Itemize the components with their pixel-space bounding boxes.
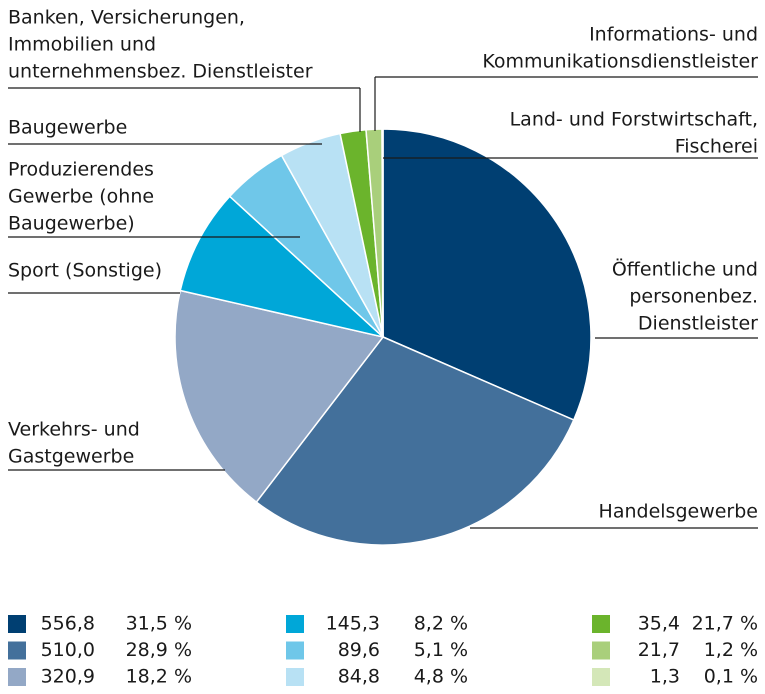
slice-label: Handelsgewerbe <box>599 501 758 523</box>
legend-swatch <box>592 615 610 633</box>
slice-label: Gastgewerbe <box>8 446 134 468</box>
legend-value: 35,4 <box>638 613 680 635</box>
slice-label: Dienstleister <box>638 313 758 335</box>
pie-slice <box>179 195 386 339</box>
pie-slice <box>255 336 575 546</box>
slice-label: Baugewerbe <box>8 117 127 139</box>
slice-label: Kommunikationsdienstleister <box>482 51 758 73</box>
legend-percentage: 18,2 % <box>126 666 192 688</box>
legend-swatch <box>8 615 26 633</box>
legend-swatch <box>592 641 610 660</box>
legend-percentage: 1,2 % <box>704 639 758 661</box>
legend-swatch <box>286 668 304 686</box>
legend-percentage: 0,1 % <box>704 666 758 688</box>
slice-label: Land- und Forstwirtschaft, <box>510 109 758 131</box>
legend-swatch <box>592 668 610 686</box>
slice-label: Immobilien und <box>8 34 156 56</box>
slice-label: Sport (Sonstige) <box>8 260 162 282</box>
legend-value: 556,8 <box>41 613 95 635</box>
slice-label: Verkehrs- und <box>8 419 140 441</box>
slice-label: Gewerbe (ohne <box>8 186 154 208</box>
legend-value: 510,0 <box>41 639 95 661</box>
legend-swatch <box>8 668 26 686</box>
legend-percentage: 4,8 % <box>414 666 468 688</box>
pie-slice <box>382 128 592 421</box>
slice-label: personenbez. <box>629 286 758 308</box>
slice-label: Fischerei <box>675 136 758 158</box>
legend-value: 145,3 <box>326 613 380 635</box>
legend-value: 21,7 <box>638 639 680 661</box>
legend-percentage: 8,2 % <box>414 613 468 635</box>
slice-label: Informations- und <box>589 24 758 46</box>
legend-swatch <box>8 641 26 660</box>
legend-swatch <box>286 641 304 660</box>
pie-slice <box>174 289 385 504</box>
legend-percentage: 5,1 % <box>414 639 468 661</box>
pie-slice <box>381 128 384 338</box>
legend-percentage: 28,9 % <box>126 639 192 661</box>
legend-value: 84,8 <box>338 666 380 688</box>
legend-swatch <box>286 615 304 633</box>
slice-label: Öffentliche und <box>612 258 758 281</box>
slice-label: Baugewerbe) <box>8 213 135 235</box>
legend-value: 1,3 <box>650 666 680 688</box>
slice-label: Banken, Versicherungen, <box>8 7 245 29</box>
legend-percentage: 31,5 % <box>126 613 192 635</box>
slice-label: unternehmensbez. Dienstleister <box>8 61 313 83</box>
legend-percentage: 21,7 % <box>692 613 758 635</box>
legend-value: 89,6 <box>338 639 380 661</box>
legend-value: 320,9 <box>41 666 95 688</box>
slice-label: Produzierendes <box>8 159 154 181</box>
